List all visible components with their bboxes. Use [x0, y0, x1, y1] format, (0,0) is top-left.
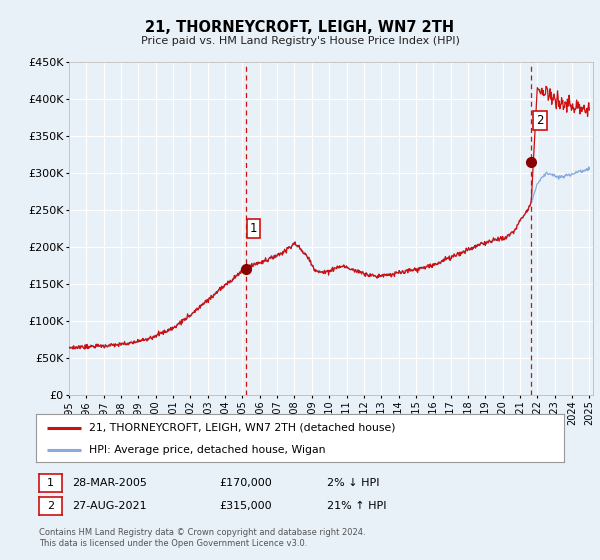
Text: 1: 1 [47, 478, 54, 488]
Text: 21, THORNEYCROFT, LEIGH, WN7 2TH: 21, THORNEYCROFT, LEIGH, WN7 2TH [145, 20, 455, 35]
Text: 21% ↑ HPI: 21% ↑ HPI [327, 501, 386, 511]
Text: 21, THORNEYCROFT, LEIGH, WN7 2TH (detached house): 21, THORNEYCROFT, LEIGH, WN7 2TH (detach… [89, 423, 395, 433]
Text: 28-MAR-2005: 28-MAR-2005 [72, 478, 147, 488]
Text: Contains HM Land Registry data © Crown copyright and database right 2024.: Contains HM Land Registry data © Crown c… [39, 528, 365, 536]
Text: 27-AUG-2021: 27-AUG-2021 [72, 501, 146, 511]
Text: 1: 1 [250, 222, 257, 235]
Text: HPI: Average price, detached house, Wigan: HPI: Average price, detached house, Wiga… [89, 445, 325, 455]
Text: 2: 2 [47, 501, 54, 511]
Text: £170,000: £170,000 [219, 478, 272, 488]
Text: 2: 2 [536, 114, 544, 127]
Text: This data is licensed under the Open Government Licence v3.0.: This data is licensed under the Open Gov… [39, 539, 307, 548]
Text: £315,000: £315,000 [219, 501, 272, 511]
Text: 2% ↓ HPI: 2% ↓ HPI [327, 478, 379, 488]
Text: Price paid vs. HM Land Registry's House Price Index (HPI): Price paid vs. HM Land Registry's House … [140, 36, 460, 46]
